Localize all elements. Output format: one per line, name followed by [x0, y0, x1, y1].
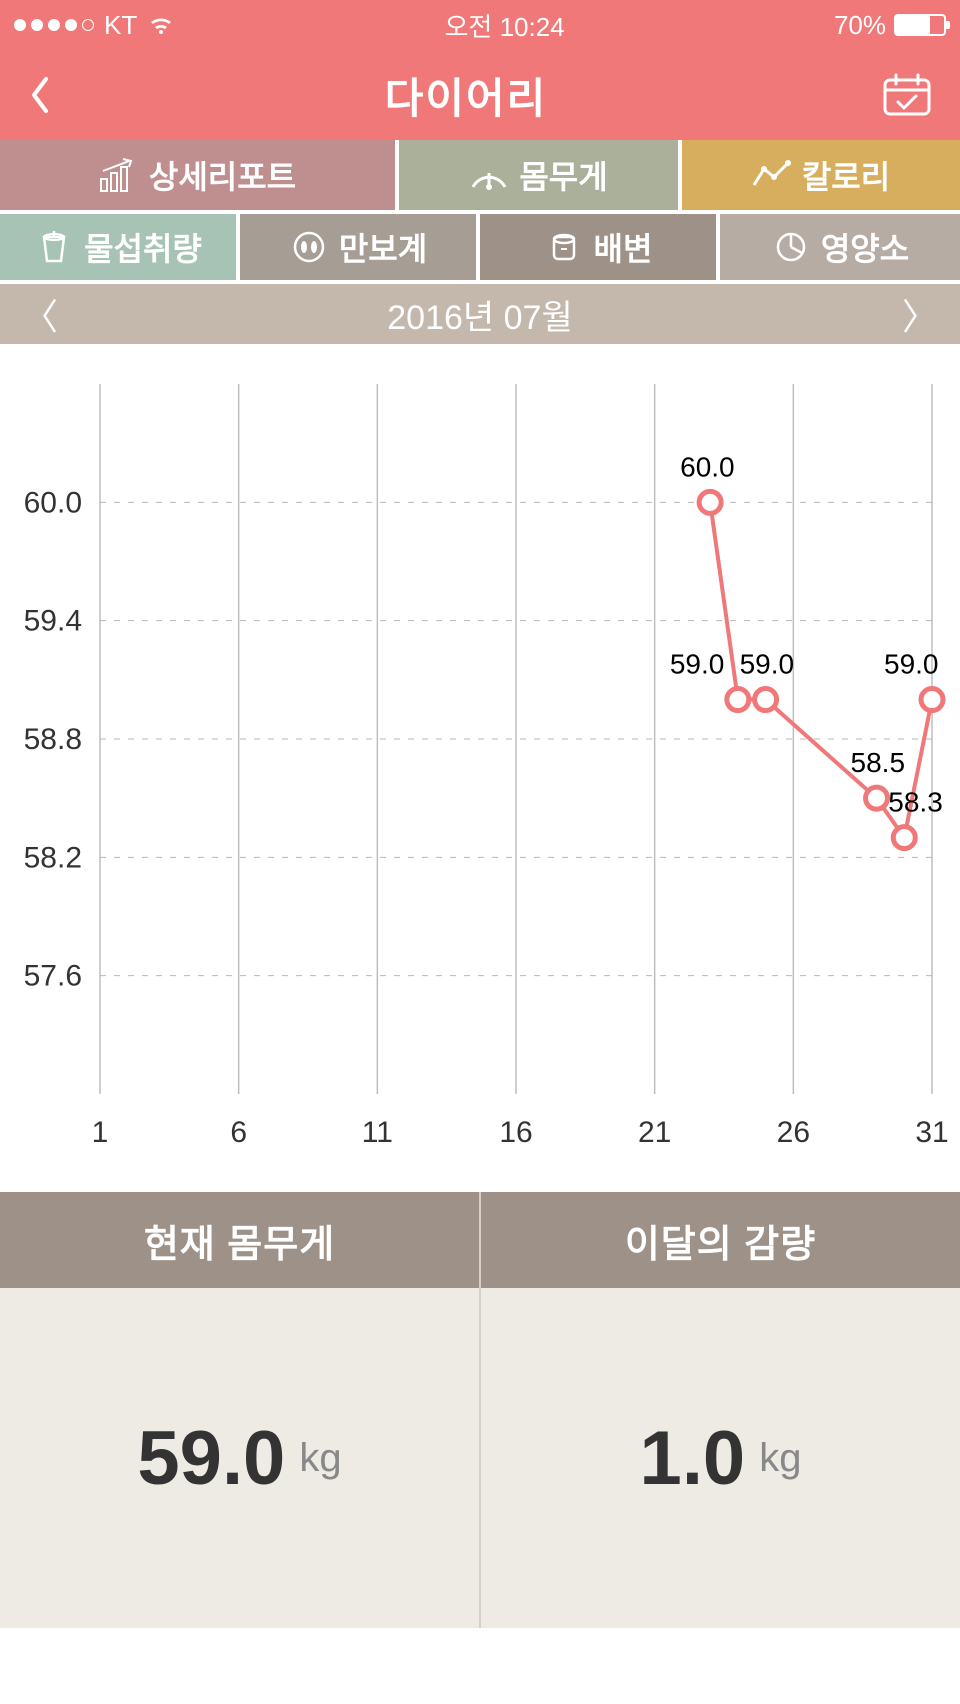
- tabs-row-2: 물섭취량 만보계 배변 영양소: [0, 210, 960, 280]
- summary-title: 현재 몸무게: [0, 1192, 479, 1288]
- title-bar: 다이어리: [0, 50, 960, 140]
- svg-text:58.2: 58.2: [24, 841, 82, 874]
- svg-text:60.0: 60.0: [24, 486, 82, 519]
- tab-label: 물섭취량: [84, 224, 202, 270]
- carrier-label: KT: [104, 10, 137, 41]
- chart-up-icon: [99, 157, 139, 193]
- tab-label: 배변: [594, 224, 653, 270]
- svg-text:59.0: 59.0: [740, 649, 795, 680]
- summary-value: 59.0: [137, 1415, 285, 1502]
- page-title: 다이어리: [385, 65, 548, 126]
- tab-calorie[interactable]: 칼로리: [682, 140, 960, 210]
- svg-text:58.8: 58.8: [24, 723, 82, 756]
- toilet-paper-icon: [544, 229, 584, 265]
- summary-value: 1.0: [640, 1415, 746, 1502]
- clock-label: 오전 10:24: [445, 7, 565, 44]
- svg-text:59.0: 59.0: [884, 649, 939, 680]
- battery-fill: [896, 16, 930, 34]
- svg-text:31: 31: [915, 1116, 948, 1149]
- tab-nutrition[interactable]: 영양소: [720, 210, 960, 280]
- summary-body: 59.0 kg: [0, 1288, 479, 1628]
- svg-text:6: 6: [230, 1116, 247, 1149]
- line-chart-icon: [752, 157, 792, 193]
- summary-current-weight: 현재 몸무게 59.0 kg: [0, 1192, 479, 1628]
- summary-body: 1.0 kg: [481, 1288, 960, 1628]
- svg-text:21: 21: [638, 1116, 671, 1149]
- status-left: KT: [14, 10, 175, 41]
- svg-text:16: 16: [499, 1116, 532, 1149]
- wifi-icon: [147, 14, 175, 36]
- svg-text:11: 11: [362, 1116, 393, 1149]
- tab-label: 몸무게: [519, 152, 607, 198]
- tab-pedometer[interactable]: 만보계: [240, 210, 480, 280]
- tab-label: 만보계: [339, 224, 427, 270]
- battery-pct-label: 70%: [834, 10, 886, 41]
- svg-text:59.0: 59.0: [670, 649, 725, 680]
- weight-chart: 16111621263157.658.258.859.460.060.059.0…: [0, 344, 960, 1192]
- summary-title: 이달의 감량: [481, 1192, 960, 1288]
- svg-text:58.5: 58.5: [851, 747, 906, 778]
- tab-weight[interactable]: 몸무게: [399, 140, 682, 210]
- month-nav: 〈 2016년 07월 〉: [0, 280, 960, 344]
- summary-row: 현재 몸무게 59.0 kg 이달의 감량 1.0 kg: [0, 1192, 960, 1628]
- status-bar: KT 오전 10:24 70%: [0, 0, 960, 50]
- tab-label: 칼로리: [802, 152, 890, 198]
- tab-water[interactable]: 물섭취량: [0, 210, 240, 280]
- tabs-row-1: 상세리포트 몸무게 칼로리: [0, 140, 960, 210]
- footsteps-icon: [289, 229, 329, 265]
- svg-text:1: 1: [92, 1116, 109, 1149]
- svg-text:59.4: 59.4: [24, 605, 82, 638]
- svg-text:26: 26: [777, 1116, 810, 1149]
- summary-unit: kg: [759, 1436, 801, 1481]
- summary-unit: kg: [299, 1436, 341, 1481]
- prev-month-button[interactable]: 〈: [22, 288, 58, 340]
- next-month-button[interactable]: 〉: [902, 288, 938, 340]
- scale-icon: [469, 157, 509, 193]
- battery-icon: [894, 14, 946, 36]
- back-button[interactable]: [28, 75, 50, 115]
- svg-text:57.6: 57.6: [24, 960, 82, 993]
- tab-detail-report[interactable]: 상세리포트: [0, 140, 399, 210]
- tab-label: 상세리포트: [149, 152, 296, 198]
- signal-strength-icon: [14, 19, 94, 31]
- tab-label: 영양소: [821, 224, 909, 270]
- pie-chart-icon: [771, 229, 811, 265]
- calendar-button[interactable]: [882, 72, 932, 118]
- cup-icon: [34, 229, 74, 265]
- summary-month-loss: 이달의 감량 1.0 kg: [479, 1192, 960, 1628]
- tab-bowel[interactable]: 배변: [480, 210, 720, 280]
- svg-text:60.0: 60.0: [680, 451, 735, 482]
- month-label: 2016년 07월: [387, 290, 572, 339]
- svg-text:58.3: 58.3: [888, 787, 943, 818]
- weight-chart-svg: 16111621263157.658.258.859.460.060.059.0…: [0, 344, 960, 1192]
- status-right: 70%: [834, 10, 946, 41]
